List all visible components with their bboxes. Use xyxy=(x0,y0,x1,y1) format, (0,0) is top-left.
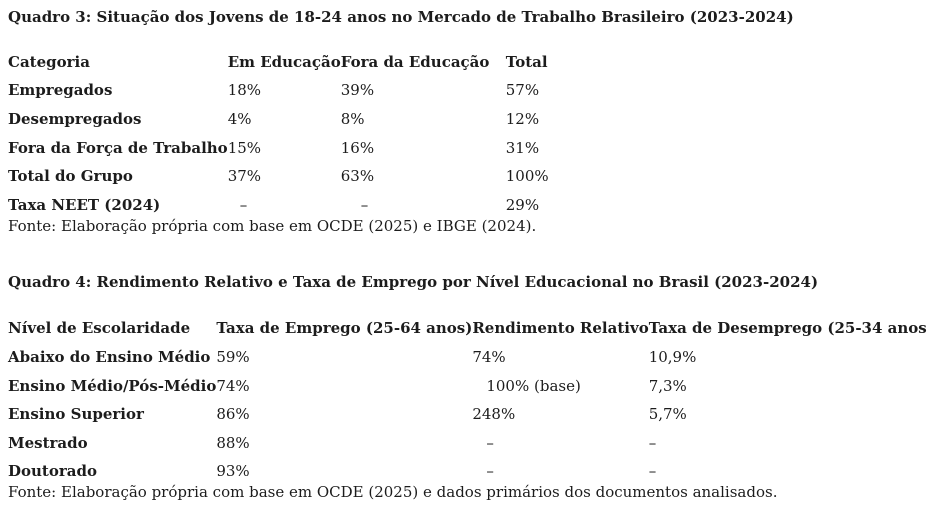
cell-value: – xyxy=(648,433,657,452)
quadro3-header-row: Categoria Em Educação Fora da Educação T… xyxy=(8,48,569,77)
column-header-taxa-de-desemprego: Taxa de Desemprego (25-34 anos) xyxy=(648,319,927,338)
cell-value: 18% xyxy=(227,81,262,100)
column-header-categoria: Categoria xyxy=(8,52,90,71)
cell-value: 7,3% xyxy=(648,376,687,395)
row-label: Mestrado xyxy=(8,433,88,452)
cell-value: – xyxy=(648,462,657,481)
cell-value: 8% xyxy=(340,109,365,128)
table-row: Doutorado 93% – – xyxy=(8,458,927,487)
cell-value: 57% xyxy=(505,81,540,100)
cell-value: 37% xyxy=(227,167,262,186)
cell-value: 16% xyxy=(340,138,375,157)
table-row: Ensino Médio/Pós-Médio 74% 100% (base) 7… xyxy=(8,372,927,401)
row-label: Fora da Força de Trabalho xyxy=(8,138,228,157)
quadro4-title: Quadro 4: Rendimento Relativo e Taxa de … xyxy=(8,272,819,291)
column-header-rendimento-relativo: Rendimento Relativo xyxy=(472,319,649,338)
quadro4-header-row: Nível de Escolaridade Taxa de Emprego (2… xyxy=(8,315,927,344)
row-label: Abaixo do Ensino Médio xyxy=(8,347,211,366)
quadro3-source: Fonte: Elaboração própria com base em OC… xyxy=(8,216,537,235)
quadro4-table: Nível de Escolaridade Taxa de Emprego (2… xyxy=(8,315,927,487)
table-row: Abaixo do Ensino Médio 59% 74% 10,9% xyxy=(8,343,927,372)
row-label: Ensino Superior xyxy=(8,405,144,424)
cell-value: 4% xyxy=(227,109,252,128)
cell-value: 86% xyxy=(216,405,250,424)
row-label: Empregados xyxy=(8,81,113,100)
cell-value: – xyxy=(360,195,369,214)
cell-value: 29% xyxy=(505,195,540,214)
row-label: Total do Grupo xyxy=(8,167,133,186)
cell-value: 5,7% xyxy=(648,405,687,424)
cell-value: 59% xyxy=(216,347,250,366)
cell-value: 88% xyxy=(216,433,250,452)
cell-value: 74% xyxy=(472,347,506,366)
row-label: Taxa NEET (2024) xyxy=(8,195,161,214)
column-header-nivel-de-escolaridade: Nível de Escolaridade xyxy=(8,319,191,338)
quadro3-table: Categoria Em Educação Fora da Educação T… xyxy=(8,48,569,220)
cell-value: 100% xyxy=(505,167,549,186)
cell-value: 31% xyxy=(505,138,540,157)
row-label: Ensino Médio/Pós-Médio xyxy=(8,376,217,395)
table-row: Ensino Superior 86% 248% 5,7% xyxy=(8,400,927,429)
table-row: Taxa NEET (2024) – – 29% xyxy=(8,191,569,220)
document-page: Quadro 3: Situação dos Jovens de 18-24 a… xyxy=(8,8,927,502)
column-header-fora-da-educacao: Fora da Educação xyxy=(340,52,490,71)
cell-value: – xyxy=(486,462,494,481)
quadro4-source: Fonte: Elaboração própria com base em OC… xyxy=(8,483,778,502)
cell-value: 12% xyxy=(505,109,540,128)
row-label: Doutorado xyxy=(8,462,97,481)
table-row: Desempregados 4% 8% 12% xyxy=(8,105,569,134)
row-label: Desempregados xyxy=(8,109,142,128)
column-header-total: Total xyxy=(505,52,548,71)
cell-value: – xyxy=(239,195,248,214)
cell-value: 10,9% xyxy=(648,347,697,366)
cell-value: 74% xyxy=(216,376,250,395)
cell-value: 248% xyxy=(472,405,516,424)
table-row: Empregados 18% 39% 57% xyxy=(8,77,569,106)
column-header-em-educacao: Em Educação xyxy=(227,52,341,71)
cell-value: 100% (base) xyxy=(486,376,581,395)
cell-value: 15% xyxy=(227,138,262,157)
cell-value: 63% xyxy=(340,167,375,186)
cell-value: 39% xyxy=(340,81,375,100)
table-row: Mestrado 88% – – xyxy=(8,429,927,458)
table-row: Fora da Força de Trabalho 15% 16% 31% xyxy=(8,134,569,163)
column-header-taxa-de-emprego: Taxa de Emprego (25-64 anos) xyxy=(216,319,473,338)
table-row: Total do Grupo 37% 63% 100% xyxy=(8,162,569,191)
cell-value: – xyxy=(486,433,494,452)
quadro3-title: Quadro 3: Situação dos Jovens de 18-24 a… xyxy=(8,8,794,26)
cell-value: 93% xyxy=(216,462,250,481)
